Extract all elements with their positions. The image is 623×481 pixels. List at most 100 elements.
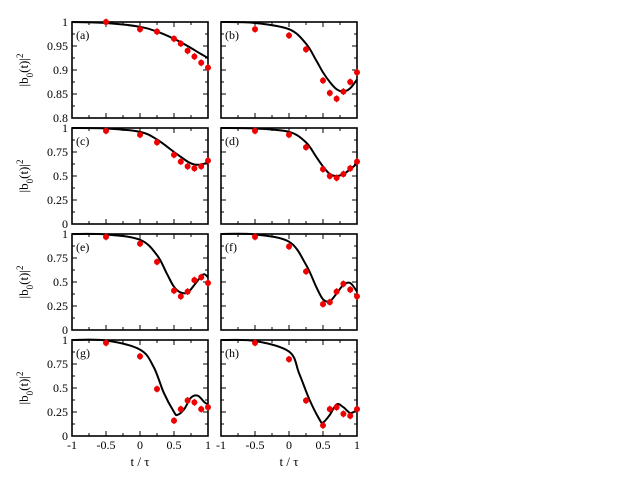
data-point <box>340 88 347 95</box>
y-tick-label: 0.5 <box>53 381 68 395</box>
y-label-sub: 0 <box>25 72 35 77</box>
data-point <box>177 406 184 413</box>
y-axis-label: |b0(t)|2 <box>15 372 35 405</box>
data-point <box>154 258 160 265</box>
x-tick-label: 0 <box>286 438 292 452</box>
data-point <box>137 131 143 138</box>
panel-e: 00.250.50.751(e)|b0(t)|2 <box>15 227 211 337</box>
theory-curve <box>71 127 209 166</box>
y-tick-label: 1 <box>62 15 68 29</box>
y-tick-label: 0.8 <box>53 111 68 125</box>
data-point <box>303 144 309 151</box>
theory-curve <box>71 338 209 417</box>
y-label-base: |b <box>16 289 31 298</box>
data-point <box>191 53 198 60</box>
panel-frame <box>71 233 209 331</box>
data-point <box>286 356 292 363</box>
x-tick-label: 0.5 <box>167 438 182 452</box>
panel-label: (h) <box>225 346 239 360</box>
data-point <box>326 299 333 306</box>
data-point <box>184 163 191 170</box>
panel-frame <box>71 127 209 225</box>
y-tick-label: 0.75 <box>47 145 68 159</box>
x-tick-label: 0 <box>137 438 143 452</box>
data-point <box>184 288 191 295</box>
y-label-mid: (t)| <box>16 58 31 73</box>
panel-d: (d) <box>220 127 360 225</box>
data-point <box>198 59 205 66</box>
data-point <box>286 243 292 250</box>
x-tick-label: 1 <box>354 438 360 452</box>
y-tick-label: 0.75 <box>47 357 68 371</box>
y-tick-label: 0.5 <box>53 275 68 289</box>
panel-label: (a) <box>76 28 89 42</box>
data-point <box>137 353 143 360</box>
y-label-sub: 0 <box>25 390 35 395</box>
x-tick-label: 1 <box>205 438 211 452</box>
data-point <box>320 77 326 84</box>
y-label-mid: (t)| <box>16 270 31 285</box>
y-label-mid: (t)| <box>16 164 31 179</box>
data-point <box>177 293 184 300</box>
data-point <box>103 339 109 346</box>
theory-curve <box>71 21 209 59</box>
x-axis-label: t / τ <box>280 454 299 469</box>
panel-frame <box>71 21 209 119</box>
data-point <box>252 26 258 33</box>
data-point <box>354 69 360 76</box>
y-label-base: |b <box>16 77 31 86</box>
data-point <box>326 406 333 413</box>
data-point <box>326 173 333 179</box>
data-point <box>171 151 177 158</box>
panel-frame <box>220 339 358 437</box>
data-point <box>205 157 211 164</box>
panel-label: (c) <box>76 134 89 148</box>
panel-a: 0.8 0.85 0.9 0.95 1 (a) |b0(t)|2 <box>15 15 211 125</box>
data-point <box>198 406 205 413</box>
y-axis-label: |b0(t)|2 <box>15 160 35 193</box>
y-label-base: |b <box>16 395 31 404</box>
data-point <box>340 171 347 178</box>
y-tick-label: 0 <box>62 217 68 231</box>
data-point <box>333 174 340 181</box>
panel-h: -1 -0.5 0 0.5 1 (h) t / τ <box>216 338 360 469</box>
data-point <box>347 79 354 85</box>
data-point <box>340 410 347 417</box>
y-tick-label: 0.25 <box>47 405 68 419</box>
data-point <box>320 166 326 173</box>
y-label-mid: (t)| <box>16 376 31 391</box>
y-label-sup: 2 <box>15 266 25 271</box>
data-point <box>303 268 309 275</box>
data-point <box>320 301 326 308</box>
data-point <box>252 339 258 346</box>
panel-g: 00.250.50.751-1 -0.5 0 0.5 1(g)|b0(t)|2t / τ <box>15 333 211 469</box>
data-point <box>347 412 354 419</box>
data-point <box>198 163 205 170</box>
data-point <box>303 46 309 53</box>
x-axis-label: t / τ <box>131 454 150 469</box>
data-point <box>354 158 360 165</box>
y-tick-label: 0.85 <box>47 87 68 101</box>
data-point <box>347 286 354 293</box>
data-point <box>340 280 347 287</box>
data-point <box>354 293 360 300</box>
data-point <box>205 404 211 411</box>
data-point <box>333 288 340 295</box>
data-point <box>137 26 143 33</box>
data-point <box>103 127 109 134</box>
data-point <box>252 127 258 134</box>
data-point <box>286 32 292 39</box>
y-axis-label: |b0(t)|2 <box>15 54 35 87</box>
x-tick-label: 0.5 <box>316 438 331 452</box>
data-point <box>154 385 160 392</box>
y-axis-label: |b0(t)|2 <box>15 266 35 299</box>
y-label-sup: 2 <box>15 160 25 165</box>
data-point <box>320 422 326 429</box>
panel-label: (g) <box>76 346 90 360</box>
data-point <box>154 28 160 35</box>
data-point <box>205 64 211 71</box>
data-point <box>303 397 309 404</box>
y-tick-label: 0.9 <box>53 63 68 77</box>
data-point <box>333 95 340 102</box>
